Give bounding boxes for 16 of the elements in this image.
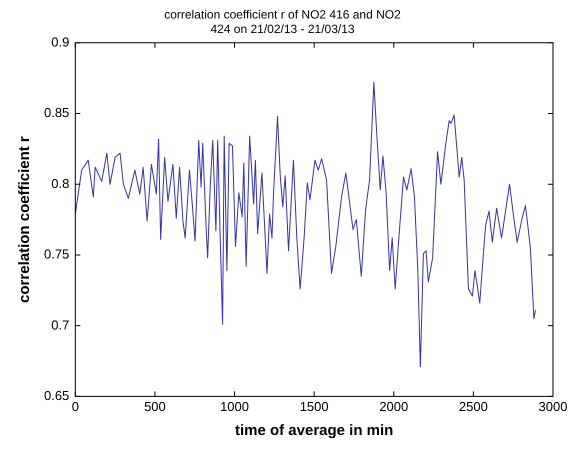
y-tick-label: 0.9 [51, 34, 70, 50]
x-axis-title: time of average in min [234, 422, 394, 440]
y-tick-label: 0.85 [44, 105, 70, 120]
y-axis-title: correlation coefficient r [16, 136, 34, 303]
x-tick-label: 2500 [458, 398, 488, 414]
y-tick-label: 0.8 [51, 176, 70, 191]
y-tick-label: 0.75 [44, 246, 70, 262]
x-tick-label: 1500 [300, 398, 329, 414]
chart-title: correlation coefficient r of NO2 416 and NO2 424 on 21/02/13 - 21/03/13 [164, 8, 402, 36]
x-tick-label: 500 [144, 398, 166, 414]
y-tick-label: 0.7 [51, 317, 70, 332]
x-tick-label: 0 [72, 398, 79, 414]
x-tick-label: 1000 [220, 398, 249, 414]
y-tick-label: 0.65 [44, 388, 70, 403]
x-tick-label: 3000 [538, 398, 568, 414]
x-tick-label: 2000 [379, 398, 408, 414]
